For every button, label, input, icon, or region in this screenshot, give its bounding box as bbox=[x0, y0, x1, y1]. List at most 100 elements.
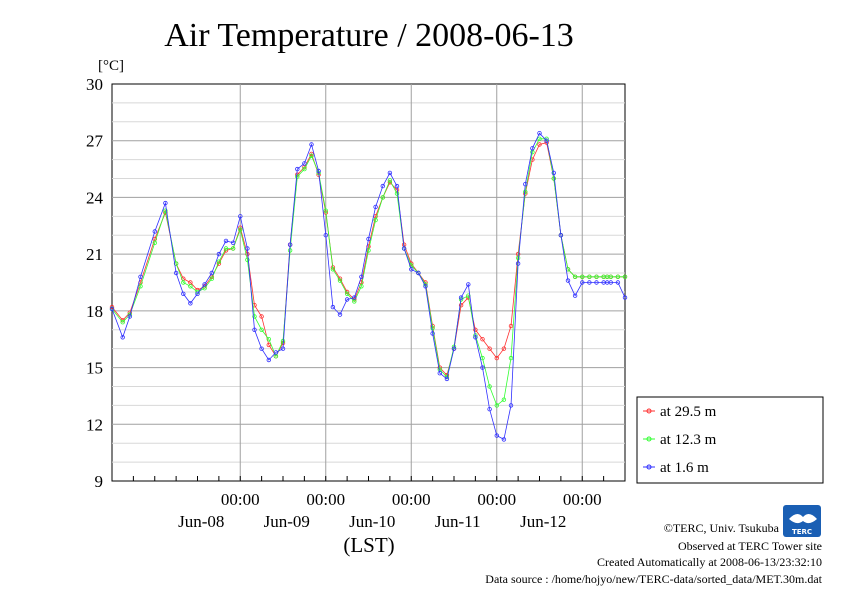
data-point bbox=[295, 174, 300, 179]
data-point bbox=[622, 295, 628, 300]
legend-box bbox=[636, 396, 824, 484]
data-point bbox=[451, 346, 457, 351]
data-point bbox=[473, 335, 478, 340]
data-point bbox=[615, 280, 621, 285]
data-point bbox=[273, 350, 279, 355]
y-tick-label: 27 bbox=[86, 132, 104, 151]
data-point bbox=[259, 314, 264, 319]
credit-copyright: ©TERC, Univ. Tsukuba bbox=[664, 521, 780, 535]
data-point bbox=[430, 325, 435, 331]
data-point bbox=[216, 259, 222, 264]
data-point bbox=[259, 327, 264, 332]
data-point bbox=[181, 280, 186, 285]
data-point bbox=[480, 337, 485, 342]
data-point bbox=[615, 274, 621, 279]
data-point bbox=[163, 200, 168, 206]
data-point bbox=[195, 291, 200, 296]
data-point bbox=[523, 189, 528, 194]
y-tick-label: 12 bbox=[86, 415, 103, 434]
y-tick-label: 15 bbox=[86, 359, 103, 378]
data-point bbox=[373, 204, 378, 210]
data-point bbox=[309, 142, 314, 147]
data-point bbox=[252, 327, 257, 332]
data-point bbox=[387, 170, 393, 176]
data-point bbox=[473, 327, 478, 332]
y-tick-label: 9 bbox=[95, 472, 104, 491]
data-point bbox=[537, 136, 542, 141]
data-point bbox=[138, 284, 143, 289]
data-point bbox=[330, 304, 336, 310]
data-point bbox=[594, 280, 599, 285]
data-point bbox=[487, 346, 492, 351]
data-point bbox=[302, 166, 307, 172]
wave-icon bbox=[789, 513, 817, 524]
data-point bbox=[309, 153, 314, 158]
y-axis-label: [°C] bbox=[98, 58, 124, 74]
data-point bbox=[188, 284, 193, 289]
data-point bbox=[181, 291, 186, 296]
data-point bbox=[152, 240, 157, 245]
data-point bbox=[558, 232, 564, 238]
data-point bbox=[138, 274, 143, 279]
credits: ©TERC, Univ. Tsukuba Observed at TERC To… bbox=[485, 521, 822, 586]
x-tick-time: 00:00 bbox=[306, 490, 345, 509]
data-point bbox=[394, 191, 400, 196]
data-point bbox=[501, 346, 507, 351]
data-point bbox=[394, 183, 400, 189]
data-point bbox=[430, 331, 435, 336]
data-point bbox=[295, 166, 300, 172]
data-point bbox=[572, 293, 578, 298]
data-point bbox=[530, 146, 535, 151]
data-point bbox=[202, 282, 207, 287]
data-point bbox=[537, 142, 542, 147]
data-point bbox=[302, 161, 307, 166]
data-point bbox=[188, 301, 193, 306]
data-point bbox=[480, 365, 485, 370]
data-point bbox=[494, 433, 499, 438]
data-point bbox=[109, 306, 115, 312]
data-point bbox=[380, 183, 385, 189]
data-point bbox=[466, 282, 471, 287]
data-point bbox=[238, 214, 243, 219]
x-tick-day: Jun-12 bbox=[520, 512, 566, 531]
legend-label: at 29.5 m bbox=[660, 404, 717, 420]
data-point bbox=[501, 397, 507, 402]
data-point bbox=[266, 357, 271, 363]
x-tick-day: Jun-08 bbox=[178, 512, 224, 531]
data-point bbox=[337, 312, 343, 317]
credit-created: Created Automatically at 2008-06-13/23:3… bbox=[597, 555, 822, 569]
data-point bbox=[216, 251, 222, 257]
data-point bbox=[323, 208, 328, 213]
legend-label: at 1.6 m bbox=[660, 460, 709, 476]
data-point bbox=[480, 355, 485, 361]
data-point bbox=[458, 295, 464, 300]
data-point bbox=[423, 284, 428, 289]
legend: at 29.5 m at 12.3 m at 1.6 m bbox=[636, 396, 824, 484]
data-point bbox=[366, 236, 371, 242]
data-point bbox=[373, 217, 378, 223]
data-point bbox=[109, 304, 115, 310]
data-point bbox=[494, 355, 499, 361]
data-point bbox=[120, 335, 125, 340]
x-tick-time: 00:00 bbox=[392, 490, 431, 509]
data-point bbox=[266, 337, 271, 342]
data-point bbox=[330, 267, 336, 272]
data-point bbox=[587, 274, 592, 279]
data-point bbox=[544, 138, 549, 143]
data-point bbox=[501, 437, 507, 442]
data-point bbox=[359, 284, 364, 289]
series-layer bbox=[109, 130, 628, 442]
data-point bbox=[209, 276, 214, 281]
data-point bbox=[487, 407, 492, 412]
data-point bbox=[580, 274, 585, 279]
y-tick-label: 30 bbox=[86, 75, 103, 94]
data-point bbox=[245, 246, 250, 251]
data-point bbox=[508, 403, 514, 408]
data-point bbox=[259, 346, 264, 351]
x-tick-time: 00:00 bbox=[221, 490, 260, 509]
data-point bbox=[163, 208, 168, 213]
data-point bbox=[380, 195, 385, 200]
data-point bbox=[337, 278, 343, 283]
data-point bbox=[523, 181, 528, 187]
